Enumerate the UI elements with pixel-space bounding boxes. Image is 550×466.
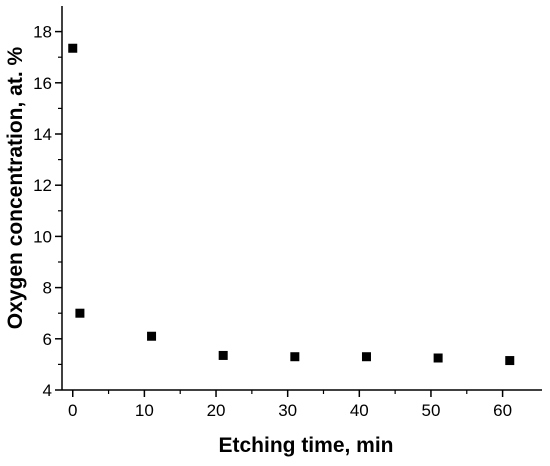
data-point [147, 331, 157, 341]
x-tick-label: 40 [350, 401, 369, 420]
data-points [68, 43, 515, 366]
y-tick-label: 8 [43, 279, 52, 298]
y-tick-label: 4 [43, 381, 52, 400]
x-tick-label: 10 [135, 401, 154, 420]
x-tick-label: 0 [68, 401, 77, 420]
y-tick-label: 6 [43, 330, 52, 349]
y-tick-label: 12 [33, 176, 52, 195]
x-tick-label: 60 [493, 401, 512, 420]
x-tick-label: 20 [207, 401, 226, 420]
y-tick-label: 16 [33, 74, 52, 93]
x-tick-label: 30 [278, 401, 297, 420]
x-axis-title: Etching time, min [218, 434, 393, 457]
data-point [361, 352, 371, 362]
data-point [290, 352, 300, 362]
data-point [433, 353, 443, 363]
data-point [505, 356, 515, 366]
y-tick-label: 18 [33, 23, 52, 42]
x-tick-label: 50 [421, 401, 440, 420]
x-ticks: 0 10 20 30 40 50 60 [68, 390, 512, 420]
y-ticks: 4 6 8 10 12 14 16 18 [33, 23, 62, 400]
data-point [68, 43, 78, 53]
y-tick-label: 10 [33, 227, 52, 246]
y-axis-title: Oxygen concentration, at. % [4, 46, 27, 329]
axes [61, 6, 542, 391]
data-point [75, 308, 85, 318]
y-tick-label: 14 [33, 125, 52, 144]
data-point [218, 350, 228, 360]
